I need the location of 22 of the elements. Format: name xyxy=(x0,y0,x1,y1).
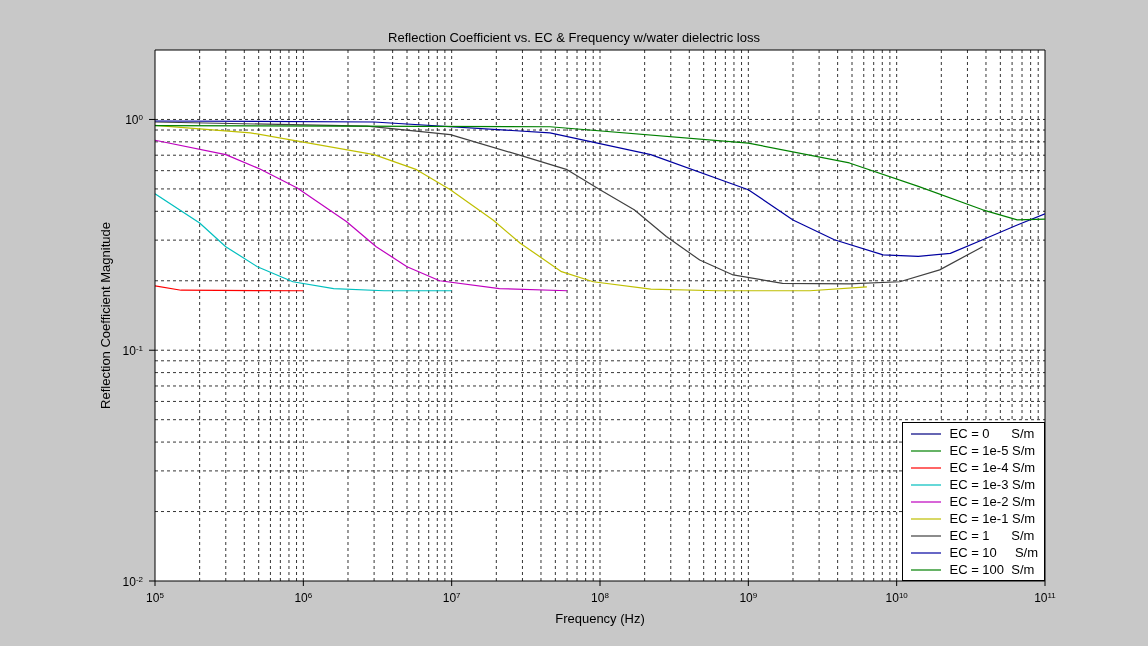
legend-label: EC = 10 S/m xyxy=(949,544,1038,561)
x-tick-label: 10$^{11}$ xyxy=(1034,590,1057,605)
chart-title: Reflection Coefficient vs. EC & Frequency w/water dielectric loss xyxy=(387,30,761,45)
x-tick-label: 10$^{10}$ xyxy=(885,590,909,605)
x-axis-title: Frequency (Hz) xyxy=(555,611,645,626)
y-tick-label: 10$^{-1}$ xyxy=(122,343,144,359)
x-tick-label: 10$^{7}$ xyxy=(442,590,462,605)
x-tick-label: 10$^{6}$ xyxy=(294,590,313,605)
x-tick-label: 10$^{5}$ xyxy=(146,590,165,605)
y-axis-title: Reflection Coefficient Magnitude xyxy=(97,222,113,409)
x-tick-label: 10$^{8}$ xyxy=(591,590,610,605)
legend-label: EC = 1e-1 S/m xyxy=(949,510,1036,527)
legend-label: EC = 100 S/m xyxy=(949,561,1035,578)
legend-label: EC = 1 S/m xyxy=(949,527,1035,544)
legend-label: EC = 1e-2 S/m xyxy=(949,493,1036,510)
x-tick-label: 10$^{9}$ xyxy=(739,590,758,605)
y-tick-label: 10$^{-2}$ xyxy=(122,574,144,589)
legend-label: EC = 0 S/m xyxy=(949,425,1035,442)
legend-label: EC = 1e-5 S/m xyxy=(949,442,1036,459)
legend-label: EC = 1e-3 S/m xyxy=(949,476,1036,493)
legend-label: EC = 1e-4 S/m xyxy=(949,459,1036,476)
y-tick-label: 10$^{0}$ xyxy=(125,112,144,128)
